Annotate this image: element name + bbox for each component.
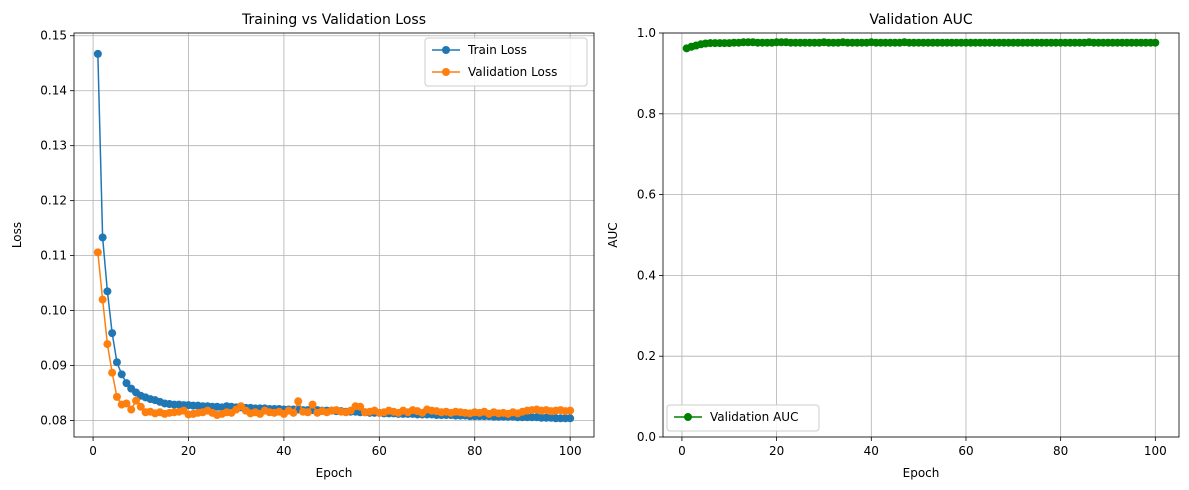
data-point [108,368,117,377]
data-point [356,402,365,411]
x-tick-label: 20 [769,444,784,458]
x-axis-label: Epoch [316,466,353,480]
data-point [98,295,107,304]
data-point [136,402,145,411]
chart-title: Training vs Validation Loss [241,12,426,28]
data-point [117,370,126,379]
x-tick-label: 60 [958,444,973,458]
y-tick-label: 0.4 [637,268,656,282]
y-tick-label: 0.13 [40,139,67,153]
data-point [103,287,112,296]
data-point [566,406,575,415]
data-point [132,396,141,405]
x-tick-label: 60 [372,444,387,458]
axes-frame [662,32,1180,438]
data-point [122,379,131,388]
data-point [294,397,303,406]
y-tick-label: 0.15 [40,29,67,43]
axes-frame [73,32,595,438]
data-point [1151,38,1160,47]
y-tick-label: 0.14 [40,84,67,98]
data-point [93,49,102,58]
x-tick-label: 80 [1053,444,1068,458]
x-tick-label: 100 [559,444,582,458]
y-tick-label: 0.09 [40,359,67,373]
y-tick-label: 0.12 [40,194,67,208]
data-point [127,405,136,414]
x-tick-label: 0 [89,444,97,458]
auc-chart: 0 20 40 60 80 100 0.0 0.2 0.4 0.6 0.8 1.0 Validation… [606,12,1180,480]
legend-marker [442,68,450,76]
y-axis-label: AUC [606,222,620,247]
data-point [303,408,312,417]
y-tick-label: 0.0 [637,430,656,444]
data-point [122,399,131,408]
legend-label: Train Loss [467,43,527,57]
data-point [289,408,298,417]
chart-title: Validation AUC [869,12,972,28]
legend-box [666,404,820,432]
data-point [98,233,107,242]
x-tick-label: 40 [276,444,291,458]
y-tick-label: 0.08 [40,414,67,428]
data-point [566,414,575,423]
x-axis-label: Epoch [903,466,940,480]
data-point [93,248,102,257]
loss-chart: 0 20 40 60 80 100 0.08 0.09 0.10 0.11 0.12 0.13 0.14… [10,12,595,480]
y-tick-label: 0.10 [40,304,67,318]
legend-box [424,37,588,87]
legend-label: Validation Loss [468,65,557,79]
y-tick-label: 0.8 [637,107,656,121]
legend-marker [684,413,692,421]
legend-marker [442,46,450,54]
data-point [112,358,121,367]
y-tick-label: 0.6 [637,188,656,202]
y-tick-label: 0.11 [40,249,67,263]
data-point [112,392,121,401]
legend-label: Validation AUC [710,410,798,424]
data-point [308,400,317,409]
data-point [103,340,112,349]
x-tick-label: 40 [864,444,879,458]
data-point [108,329,117,338]
y-tick-label: 1.0 [637,26,656,40]
x-tick-label: 20 [181,444,196,458]
y-tick-label: 0.2 [637,349,656,363]
x-tick-label: 80 [467,444,482,458]
x-tick-label: 0 [678,444,686,458]
x-tick-label: 100 [1144,444,1167,458]
y-axis-label: Loss [10,222,24,248]
